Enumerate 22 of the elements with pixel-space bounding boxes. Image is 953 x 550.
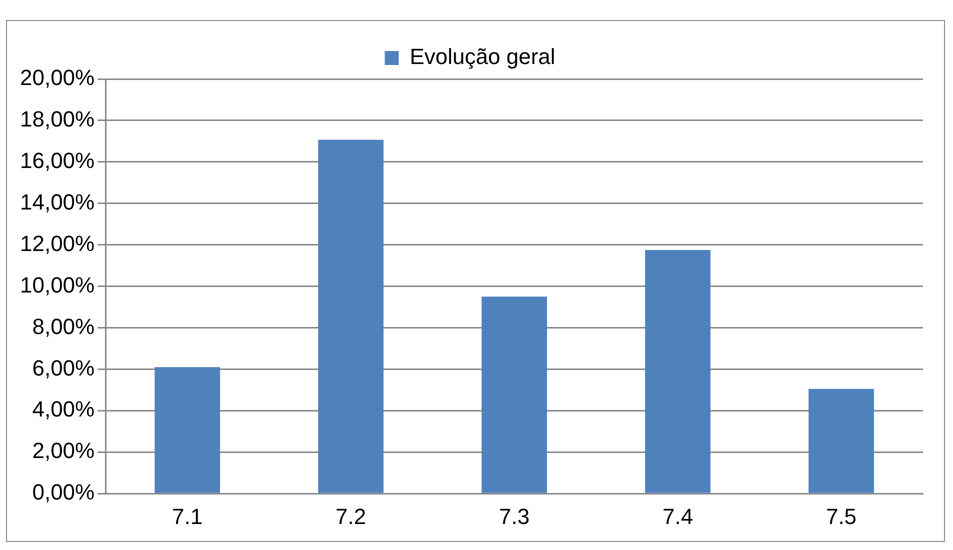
bar — [318, 140, 384, 493]
y-tick-label: 4,00% — [32, 396, 95, 422]
x-tick-label: 7.1 — [172, 504, 203, 529]
y-tick-label: 14,00% — [20, 189, 95, 214]
x-tick-label: 7.5 — [826, 504, 857, 529]
y-tick-label: 6,00% — [32, 355, 95, 380]
y-tick-label: 10,00% — [20, 272, 95, 298]
y-tick-label: 20,00% — [20, 65, 95, 90]
x-tick-label: 7.4 — [662, 504, 694, 529]
bar — [645, 250, 710, 493]
y-tick-label: 12,00% — [20, 230, 95, 256]
y-tick-label: 8,00% — [32, 314, 95, 339]
x-tick-label: 7.3 — [499, 504, 530, 529]
y-tick-label: 16,00% — [20, 148, 95, 173]
y-tick-label: 2,00% — [32, 438, 95, 464]
bar — [482, 296, 548, 493]
bar — [154, 367, 220, 493]
y-tick-label: 18,00% — [20, 106, 95, 132]
x-tick-label: 7.2 — [336, 504, 366, 529]
y-tick-label: 0,00% — [32, 480, 95, 505]
bar — [808, 388, 874, 493]
legend-label: Evolução geral — [410, 44, 556, 70]
